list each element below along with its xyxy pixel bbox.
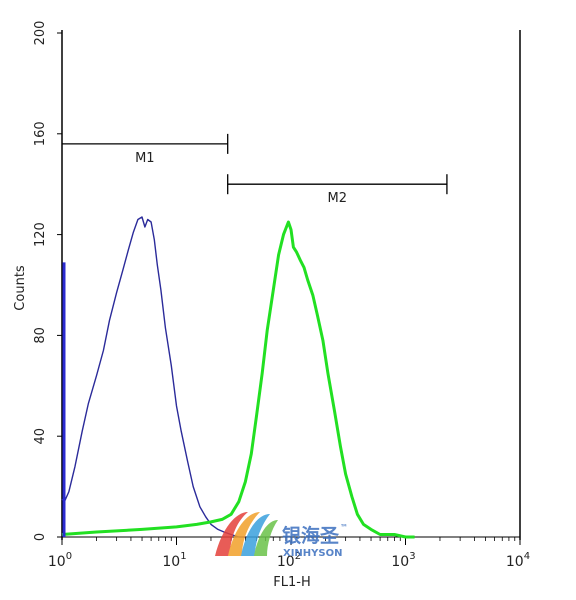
watermark-cn-text: 银海圣 [282, 524, 340, 547]
y-tick-label: 160 [33, 121, 48, 146]
y-tick-label: 40 [33, 428, 48, 445]
y-tick-label: 200 [33, 21, 48, 46]
logo-mark-icon [215, 512, 278, 556]
x-tick-base: 10 [391, 554, 409, 570]
x-axis-label: FL1-H [273, 575, 310, 590]
x-tick-exponent: 0 [66, 551, 72, 562]
x-axis-ticks: 100 101 102 103 104 [48, 537, 530, 570]
y-tick-label: 0 [33, 533, 48, 541]
watermark-tm: ™ [340, 523, 348, 532]
series-line-2 [61, 220, 415, 539]
x-tick-base: 10 [162, 554, 180, 570]
marker-label: M1 [135, 151, 155, 166]
series-line-1 [61, 216, 246, 538]
marker-label: M2 [328, 191, 348, 206]
y-tick-label: 120 [33, 222, 48, 247]
watermark-logo: 银海圣 ™ XINHYSON [215, 512, 348, 559]
y-axis-label: Counts [13, 265, 28, 311]
x-tick-exponent: 1 [180, 551, 186, 562]
x-tick-exponent: 2 [295, 551, 301, 562]
y-tick-label: 80 [33, 327, 48, 344]
x-tick-label: 101 [162, 551, 186, 570]
histogram-series [61, 216, 415, 539]
x-tick-label: 100 [48, 551, 72, 570]
x-tick-exponent: 4 [524, 551, 530, 562]
x-tick-label: 104 [506, 551, 530, 570]
x-tick-label: 103 [391, 551, 415, 570]
watermark-en-text: XINHYSON [283, 548, 342, 559]
x-tick-exponent: 3 [409, 551, 415, 562]
x-tick-base: 10 [277, 554, 295, 570]
x-tick-base: 10 [506, 554, 524, 570]
y-axis-ticks: 0 40 80 120 160 200 [33, 21, 62, 541]
x-tick-label: 102 [277, 551, 301, 570]
gate-markers: M1 M2 [62, 133, 448, 206]
x-tick-base: 10 [48, 554, 66, 570]
